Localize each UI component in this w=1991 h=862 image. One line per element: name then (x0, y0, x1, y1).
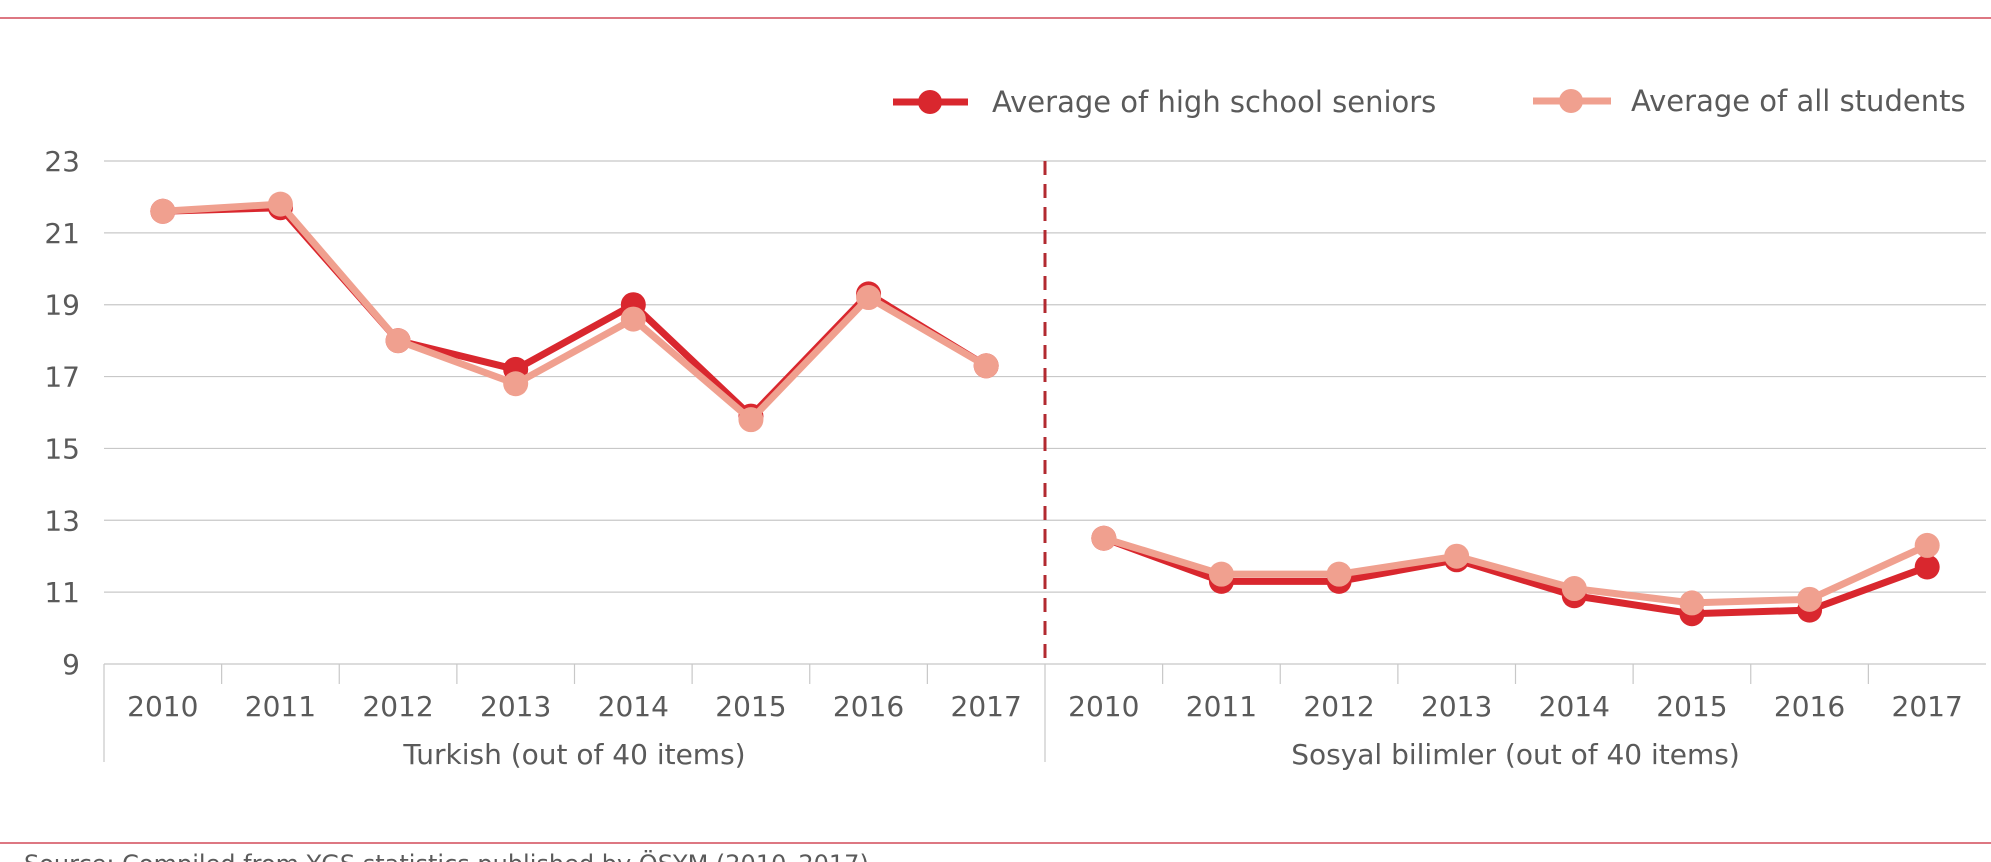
data-point (856, 285, 882, 311)
y-axis-ticks: 9 11 13 15 17 19 21 23 (44, 145, 80, 681)
x-tick-label: 2016 (1774, 690, 1845, 723)
data-point (150, 198, 176, 224)
series-layer (150, 191, 1940, 627)
x-tick-label: 2012 (362, 690, 433, 723)
data-point (1091, 525, 1117, 551)
data-point (1914, 532, 1940, 558)
data-point (1797, 586, 1823, 612)
data-point (620, 306, 646, 332)
y-tick-label: 15 (44, 432, 80, 465)
x-tick-label: 2015 (715, 690, 786, 723)
legend: Average of high school seniors Average o… (893, 84, 1966, 119)
legend-item-all: Average of all students (1533, 84, 1966, 118)
x-tick-label: 2017 (1892, 690, 1963, 723)
x-tick-label: 2014 (1539, 690, 1610, 723)
data-point (1914, 554, 1940, 580)
data-point (1326, 561, 1352, 587)
group-label: Sosyal bilimler (out of 40 items) (1291, 738, 1740, 771)
data-point (973, 353, 999, 379)
legend-label-seniors: Average of high school seniors (992, 85, 1436, 119)
data-point (385, 328, 411, 354)
series-line (1100, 534, 1931, 618)
group-label: Turkish (out of 40 items) (402, 738, 745, 771)
x-tick-label: 2014 (598, 690, 669, 723)
legend-item-seniors: Average of high school seniors (893, 85, 1436, 119)
data-point (1679, 590, 1705, 616)
data-point (1208, 561, 1234, 587)
series-line (159, 204, 990, 420)
x-tick-label: 2012 (1303, 690, 1374, 723)
x-tick-label: 2013 (480, 690, 551, 723)
y-tick-label: 23 (44, 145, 80, 178)
y-tick-label: 19 (44, 289, 80, 322)
y-tick-label: 11 (44, 576, 80, 609)
data-point (503, 371, 529, 397)
x-tick-label: 2010 (127, 690, 198, 723)
x-tick-label: 2011 (1186, 690, 1257, 723)
x-axis: 2010 2011 2012 2013 2014 2015 2016 2017 Turkish … (103, 663, 1986, 771)
x-tick-label: 2010 (1068, 690, 1139, 723)
data-point (267, 191, 293, 217)
source-note: Source: Compiled from YGS statistics pub… (24, 849, 876, 862)
data-point (1444, 543, 1470, 569)
legend-marker-all (1559, 89, 1583, 113)
y-tick-label: 21 (44, 217, 80, 250)
series-line (159, 200, 990, 424)
x-tick-label: 2011 (245, 690, 316, 723)
x-tick-label: 2015 (1656, 690, 1727, 723)
legend-label-all: Average of all students (1631, 84, 1966, 118)
x-tick-label: 2017 (951, 690, 1022, 723)
x-tick-label: 2016 (833, 690, 904, 723)
y-tick-label: 13 (44, 504, 80, 537)
series-line (1100, 534, 1931, 607)
y-tick-label: 9 (62, 648, 80, 681)
y-tick-label: 17 (44, 361, 80, 394)
legend-marker-seniors (918, 90, 942, 114)
data-point (1561, 576, 1587, 602)
data-point (738, 407, 764, 433)
x-tick-label: 2013 (1421, 690, 1492, 723)
